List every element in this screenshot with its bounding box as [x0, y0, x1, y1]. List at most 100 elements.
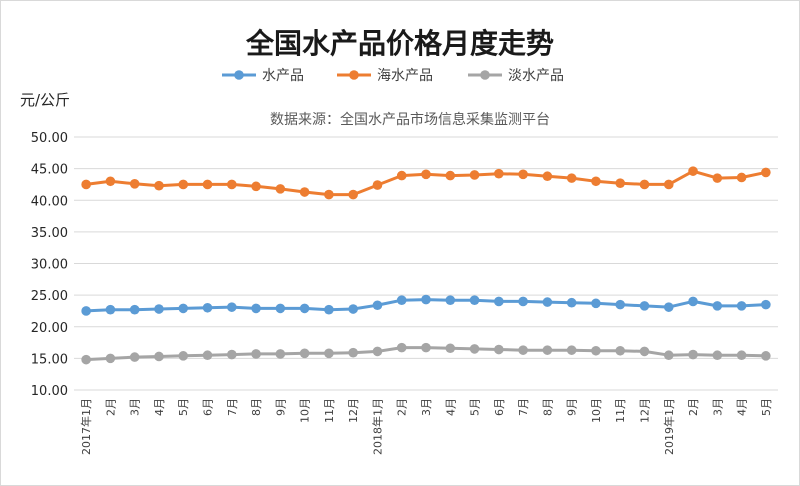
- data-point: [639, 179, 650, 190]
- x-tick-label: 7月: [226, 398, 239, 416]
- data-point: [639, 346, 650, 357]
- y-tick-label: 45.00: [31, 163, 68, 178]
- data-point: [421, 294, 431, 305]
- y-tick-label: 30.00: [31, 258, 68, 273]
- data-point: [372, 346, 383, 357]
- data-point: [251, 349, 261, 359]
- x-tick-label: 2月: [104, 398, 117, 416]
- data-point: [469, 295, 480, 305]
- data-point: [348, 304, 358, 314]
- data-point: [324, 348, 334, 359]
- data-point: [178, 303, 189, 314]
- x-tick-label: 3月: [420, 398, 433, 416]
- data-point: [178, 179, 189, 190]
- x-tick-label: 10月: [590, 398, 603, 423]
- series-group: [81, 166, 771, 365]
- data-point: [421, 169, 431, 180]
- data-point: [299, 348, 310, 359]
- data-point: [688, 349, 698, 360]
- x-tick-label: 5月: [469, 398, 482, 416]
- x-tick-label: 10月: [299, 398, 312, 423]
- data-point: [518, 345, 528, 355]
- y-axis-ticks: 10.00 15.00 20.00 25.00 30.00 35.00 40.00 45.00…: [31, 131, 68, 399]
- data-point: [348, 347, 358, 358]
- data-point: [469, 170, 480, 180]
- data-point: [591, 298, 601, 309]
- data-point: [81, 306, 91, 316]
- data-point: [445, 343, 456, 354]
- data-point: [566, 173, 577, 183]
- data-point: [81, 354, 91, 365]
- data-point: [275, 184, 286, 194]
- x-tick-label: 4月: [736, 398, 749, 416]
- legend-marker-0: [234, 70, 244, 80]
- data-point: [202, 350, 213, 361]
- data-point: [348, 189, 358, 200]
- data-point: [688, 296, 698, 307]
- data-point: [761, 351, 771, 361]
- data-point: [129, 179, 140, 189]
- x-tick-label: 2018年1月: [370, 398, 384, 455]
- data-point: [542, 297, 553, 307]
- x-tick-label: 12月: [347, 398, 360, 423]
- data-point: [324, 189, 334, 200]
- x-tick-label: 9月: [274, 398, 287, 416]
- data-point: [299, 303, 310, 314]
- data-point: [421, 342, 431, 353]
- data-point: [615, 178, 626, 188]
- data-point: [639, 301, 650, 311]
- y-tick-label: 35.00: [31, 226, 68, 241]
- data-point: [372, 180, 383, 190]
- data-point: [712, 350, 723, 361]
- data-point: [494, 296, 504, 307]
- y-tick-label: 10.00: [31, 384, 68, 399]
- data-point: [275, 349, 286, 359]
- data-point: [154, 351, 164, 362]
- data-point: [469, 344, 480, 354]
- x-tick-label: 2月: [687, 398, 700, 416]
- y-tick-label: 25.00: [31, 289, 68, 304]
- data-point: [615, 345, 626, 356]
- x-tick-label: 5月: [177, 398, 190, 416]
- data-point: [518, 169, 528, 180]
- x-tick-label: 7月: [517, 398, 530, 416]
- legend-marker-1: [349, 70, 359, 80]
- x-tick-label: 2月: [396, 398, 409, 416]
- x-tick-label: 3月: [711, 398, 724, 416]
- x-tick-label: 4月: [444, 398, 457, 416]
- x-tick-label: 3月: [129, 398, 142, 416]
- data-point: [129, 304, 140, 315]
- data-point: [396, 170, 407, 181]
- data-point: [226, 302, 237, 312]
- x-tick-label: 4月: [153, 398, 166, 416]
- data-point: [518, 296, 528, 307]
- data-point: [251, 181, 261, 192]
- data-point: [663, 350, 674, 361]
- x-tick-label: 5月: [760, 398, 773, 416]
- data-point: [81, 179, 91, 190]
- x-tick-label: 9月: [566, 398, 579, 416]
- x-tick-label: 2019年1月: [662, 398, 676, 455]
- data-point: [712, 301, 723, 311]
- x-tick-label: 8月: [541, 398, 554, 416]
- legend-marker-2: [480, 70, 490, 80]
- data-point: [663, 179, 674, 190]
- data-point: [591, 345, 601, 356]
- x-tick-label: 8月: [250, 398, 263, 416]
- data-point: [202, 302, 213, 313]
- data-point: [494, 344, 504, 355]
- y-axis-unit-label: 元/公斤: [20, 91, 70, 109]
- data-point: [324, 304, 334, 315]
- data-point: [663, 302, 674, 312]
- data-point: [445, 170, 456, 181]
- data-point: [542, 345, 553, 355]
- x-tick-label: 6月: [202, 398, 215, 416]
- data-point: [736, 301, 747, 311]
- data-point: [105, 353, 116, 364]
- data-point: [178, 351, 189, 361]
- data-point: [105, 304, 116, 315]
- data-point: [154, 304, 164, 314]
- data-point: [226, 179, 237, 190]
- data-point: [202, 179, 213, 190]
